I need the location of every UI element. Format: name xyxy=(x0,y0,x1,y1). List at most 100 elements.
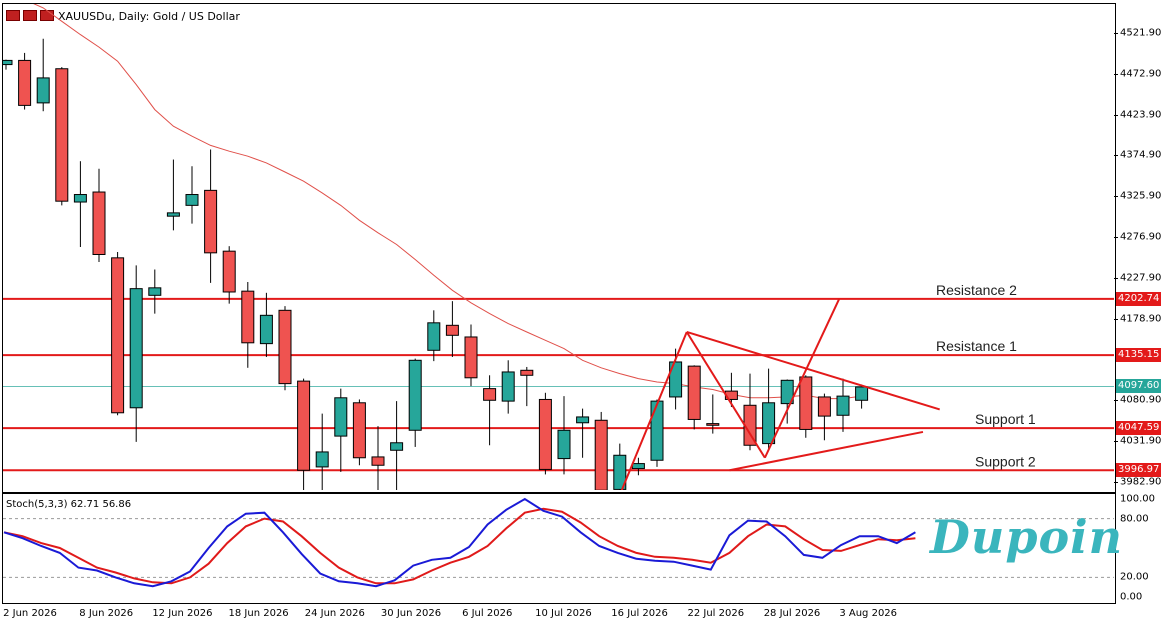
price-tick-label: 4423.90 xyxy=(1120,109,1162,121)
level-label-1: Resistance 1 xyxy=(936,338,1017,354)
candle-body xyxy=(576,416,590,424)
time-tick-label: 10 Jul 2026 xyxy=(535,608,592,619)
time-tick-label: 18 Jun 2026 xyxy=(228,608,289,619)
price-tick xyxy=(1114,33,1118,34)
moving-average-line xyxy=(33,4,862,400)
candle-body xyxy=(36,77,50,104)
level-label-3: Support 2 xyxy=(975,453,1036,469)
candle-body xyxy=(706,423,720,426)
price-tick-label: 4178.90 xyxy=(1120,313,1162,325)
candle-body xyxy=(241,290,255,344)
stoch-tick-label: 20.00 xyxy=(1120,571,1149,583)
candle-body xyxy=(613,454,627,490)
time-tick-label: 6 Jul 2026 xyxy=(462,608,513,619)
candle-body xyxy=(185,194,199,206)
candle-body xyxy=(557,429,571,460)
candle-body xyxy=(408,359,422,431)
candle-body xyxy=(520,369,534,376)
window-icon[interactable] xyxy=(23,10,37,21)
candle-body xyxy=(799,376,813,430)
time-tick-label: 8 Jun 2026 xyxy=(79,608,134,619)
price-tick xyxy=(1114,114,1118,116)
candle-body xyxy=(538,398,552,470)
candle-body xyxy=(297,380,311,471)
price-tick xyxy=(1114,318,1118,320)
stochastic-title: Stoch(5,3,3) 62.71 56.86 xyxy=(6,499,132,510)
candle-body xyxy=(148,287,162,296)
menu-icon[interactable] xyxy=(6,10,20,21)
price-tick-label: 4325.90 xyxy=(1120,190,1162,202)
price-tick-label: 4227.90 xyxy=(1120,272,1162,284)
candle-body xyxy=(371,456,385,466)
candle-body xyxy=(464,336,478,379)
candle-body xyxy=(687,365,701,420)
price-tick-label: 4521.90 xyxy=(1120,27,1162,39)
candle-body xyxy=(315,451,329,468)
candle-body xyxy=(836,395,850,416)
price-tick-label: 4276.90 xyxy=(1120,231,1162,243)
candle-body xyxy=(166,212,180,217)
candle-body xyxy=(817,396,831,417)
chart-title: XAUUSDu, Daily: Gold / US Dollar xyxy=(58,10,240,23)
time-tick-label: 22 Jul 2026 xyxy=(687,608,745,619)
level-label-2: Support 1 xyxy=(975,411,1036,427)
candle-body xyxy=(352,402,366,459)
level-price-tag-3: 3996.97 xyxy=(1116,463,1162,478)
candle-body xyxy=(55,68,69,202)
price-tick xyxy=(1114,441,1118,443)
price-tick xyxy=(1114,277,1118,279)
candle-body xyxy=(445,324,459,336)
candle-body xyxy=(427,322,441,351)
candle-body xyxy=(111,257,125,414)
time-tick-label: 2 Jun 2026 xyxy=(3,608,57,619)
level-price-tag-0: 4202.74 xyxy=(1116,291,1162,306)
price-tick xyxy=(1114,155,1118,157)
candle-body xyxy=(92,191,106,256)
trendline-0 xyxy=(620,331,688,490)
candle-body xyxy=(483,388,497,401)
candle-body xyxy=(390,442,404,451)
candle-body xyxy=(73,194,87,203)
time-tick-label: 28 Jul 2026 xyxy=(763,608,821,619)
candle-body xyxy=(594,419,608,490)
candle-body xyxy=(278,309,292,385)
candle-body xyxy=(650,400,664,461)
time-tick-label: 3 Aug 2026 xyxy=(839,608,898,619)
price-tick xyxy=(1114,482,1118,483)
time-tick-label: 12 Jun 2026 xyxy=(152,608,213,619)
candle-body xyxy=(18,59,32,106)
time-tick-label: 30 Jun 2026 xyxy=(380,608,442,619)
candle-body xyxy=(3,59,13,66)
last-price-tag: 4097.60 xyxy=(1116,379,1162,394)
price-tick-label: 4472.90 xyxy=(1120,68,1162,80)
price-tick-label: 4080.90 xyxy=(1120,394,1162,406)
trendline-2 xyxy=(763,298,841,459)
price-tick-label: 3982.90 xyxy=(1120,476,1162,488)
main-chart-panel[interactable] xyxy=(2,3,1116,493)
trendline-4 xyxy=(729,430,924,472)
stoch-tick-label: 100.00 xyxy=(1120,493,1155,505)
price-tick xyxy=(1114,237,1118,239)
candle-body xyxy=(204,189,218,254)
trendline-3 xyxy=(686,331,941,411)
time-tick-label: 24 Jun 2026 xyxy=(304,608,365,619)
level-label-0: Resistance 2 xyxy=(936,282,1017,298)
candle-body xyxy=(259,314,273,345)
price-tick xyxy=(1114,196,1118,198)
dupoin-logo: Dupoin xyxy=(930,510,1124,564)
price-tick xyxy=(1114,400,1118,402)
price-tick-label: 4374.90 xyxy=(1120,149,1162,161)
price-tick xyxy=(1114,73,1118,75)
candle-body xyxy=(780,379,794,405)
candle-body xyxy=(222,250,236,293)
candle-body xyxy=(334,397,348,437)
candle-body xyxy=(855,386,869,401)
stoch-main-line xyxy=(3,497,916,588)
stoch-signal-line xyxy=(3,507,916,585)
candle-body xyxy=(631,463,645,470)
price-tick-label: 4031.90 xyxy=(1120,435,1162,447)
candle-body xyxy=(762,402,776,445)
trendline-1 xyxy=(685,331,766,459)
level-price-tag-1: 4135.15 xyxy=(1116,348,1162,363)
